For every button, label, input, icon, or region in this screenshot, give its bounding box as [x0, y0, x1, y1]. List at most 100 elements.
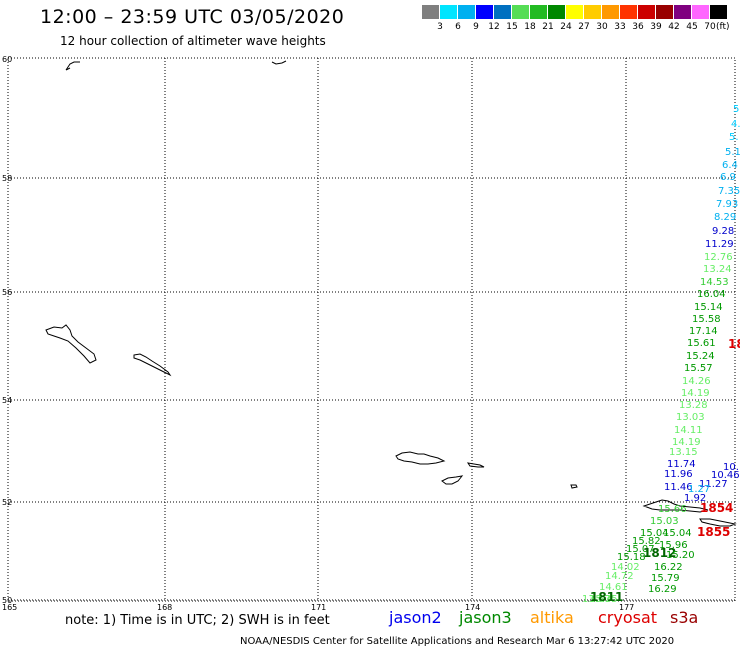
- legend-unit: (ft): [716, 22, 730, 32]
- legend-label: 15: [506, 22, 518, 32]
- andreanof-islands: [699, 518, 737, 527]
- swh-value-label: 14.61: [599, 582, 628, 593]
- longitude-label: 177: [619, 603, 635, 612]
- bering-island: [45, 324, 97, 364]
- color-legend: [422, 5, 728, 19]
- swh-value-label: 9.28: [712, 226, 734, 237]
- longitude-label: 168: [157, 603, 173, 612]
- swh-value-label: 11.74: [667, 459, 696, 470]
- legend-label: 24: [560, 22, 572, 32]
- color-legend-labels: 3 6 9 12 15 18 21 24 27 30 33 36 39 42 45 70: [422, 22, 719, 32]
- swh-value-label: 14.19: [672, 437, 701, 448]
- satellite-cryosat: cryosat: [598, 608, 658, 627]
- latitude-label: 54: [2, 396, 13, 405]
- page-subtitle: 12 hour collection of altimeter wave hei…: [60, 34, 326, 48]
- swh-value-label: 15.79: [651, 573, 680, 584]
- swh-value-label: 15.14: [694, 302, 723, 313]
- legend-swatch: [476, 5, 494, 19]
- swh-value-label: 15.35: [589, 594, 618, 605]
- legend-swatch: [656, 5, 674, 19]
- swh-value-label: 1855: [697, 525, 730, 539]
- swh-value-label: 16.29: [648, 584, 677, 595]
- swh-value-label: 15.07: [626, 544, 655, 555]
- swh-value-label: 15.57: [684, 363, 713, 374]
- swh-value-label: 15.04: [640, 528, 669, 539]
- legend-label: 70: [704, 22, 716, 32]
- swh-value-label: 17.14: [689, 326, 718, 337]
- near-islands-small: [466, 462, 485, 468]
- legend-label: 3: [437, 22, 443, 32]
- swh-value-label: 7.35: [718, 186, 740, 197]
- swh-value-label: 15.58: [692, 314, 721, 325]
- swh-value-label: 7.93: [716, 199, 738, 210]
- legend-swatch: [548, 5, 566, 19]
- swh-value-label: 14.26: [682, 376, 711, 387]
- swh-value-label: 14.72: [605, 571, 634, 582]
- lat-gridlines: [8, 177, 735, 601]
- legend-label: 39: [650, 22, 662, 32]
- swh-value-label: 16.22: [654, 562, 683, 573]
- swh-value-label: 13.03: [676, 412, 705, 423]
- legend-swatch: [602, 5, 620, 19]
- credit-line: NOAA/NESDIS Center for Satellite Applica…: [240, 636, 675, 647]
- swh-value-label: 10.46: [711, 470, 740, 481]
- legend-label: 9: [473, 22, 479, 32]
- map-frame: [7, 57, 736, 602]
- satellite-jason2: jason2: [389, 608, 442, 627]
- near-islands-agattu: [441, 475, 464, 485]
- legend-swatch: [674, 5, 692, 19]
- longitude-label: 171: [311, 603, 327, 612]
- swh-value-label: 15.24: [686, 351, 715, 362]
- legend-swatch: [710, 5, 728, 19]
- swh-observations: 5 4. 5. 5.1 6.46.9 7.35 7.93 8.29 9.28 11.29 12.76…: [582, 104, 740, 605]
- swh-value-label: 5.1: [725, 147, 740, 158]
- swh-value-label: 15.18: [617, 552, 646, 563]
- latitude-label: 56: [2, 288, 13, 297]
- legend-swatch: [530, 5, 548, 19]
- buldir-island: [570, 484, 578, 489]
- swh-value-label: 1811: [590, 590, 623, 604]
- latitude-label: 50: [2, 596, 13, 605]
- swh-value-label: 11.27: [699, 479, 728, 490]
- satellite-s3a: s3a: [670, 608, 699, 627]
- swh-value-label: 1812: [643, 546, 676, 560]
- legend-swatch: [494, 5, 512, 19]
- longitude-label: 165: [2, 603, 18, 612]
- swh-value-label: 14.02: [611, 562, 640, 573]
- legend-label: 30: [596, 22, 608, 32]
- legend-label: 21: [542, 22, 554, 32]
- swh-value-label: 14.11: [674, 425, 703, 436]
- swh-value-label: 15.04: [663, 528, 692, 539]
- legend-swatch: [638, 5, 656, 19]
- footnote: note: 1) Time is in UTC; 2) SWH is in fe…: [65, 613, 330, 628]
- swh-value-label: 14.19: [681, 388, 710, 399]
- swh-value-label: 6.9: [720, 172, 736, 183]
- satellite-jason3: jason3: [459, 608, 512, 627]
- swh-value-label: 13.24: [703, 264, 732, 275]
- swh-value-label: 6.4: [722, 160, 738, 171]
- swh-value-label: 16.04: [697, 289, 726, 300]
- swh-value-label: 15.61: [687, 338, 716, 349]
- swh-value-label: 1854: [700, 501, 733, 515]
- swh-value-label: 14.53: [700, 277, 729, 288]
- coastlines: [45, 60, 737, 527]
- swh-value-label: 5.: [729, 132, 739, 143]
- latitude-label: 52: [2, 498, 13, 507]
- rat-islands: [642, 499, 709, 513]
- page-title: 12:00 – 23:59 UTC 03/05/2020: [40, 6, 345, 28]
- latitude-label: 58: [2, 174, 13, 183]
- legend-swatch: [440, 5, 458, 19]
- legend-label: 36: [632, 22, 644, 32]
- swh-value-label: 13.67: [582, 594, 611, 605]
- legend-label: 12: [488, 22, 500, 32]
- swh-value-label: 15.96: [659, 540, 688, 551]
- legend-label: 33: [614, 22, 626, 32]
- legend-label: 6: [455, 22, 461, 32]
- swh-value-label: 13.28: [679, 400, 708, 411]
- coastline-top-left: [65, 61, 80, 71]
- lon-gridlines: [164, 58, 627, 600]
- swh-value-label: 11.96: [664, 469, 693, 480]
- near-islands-attu: [395, 451, 446, 465]
